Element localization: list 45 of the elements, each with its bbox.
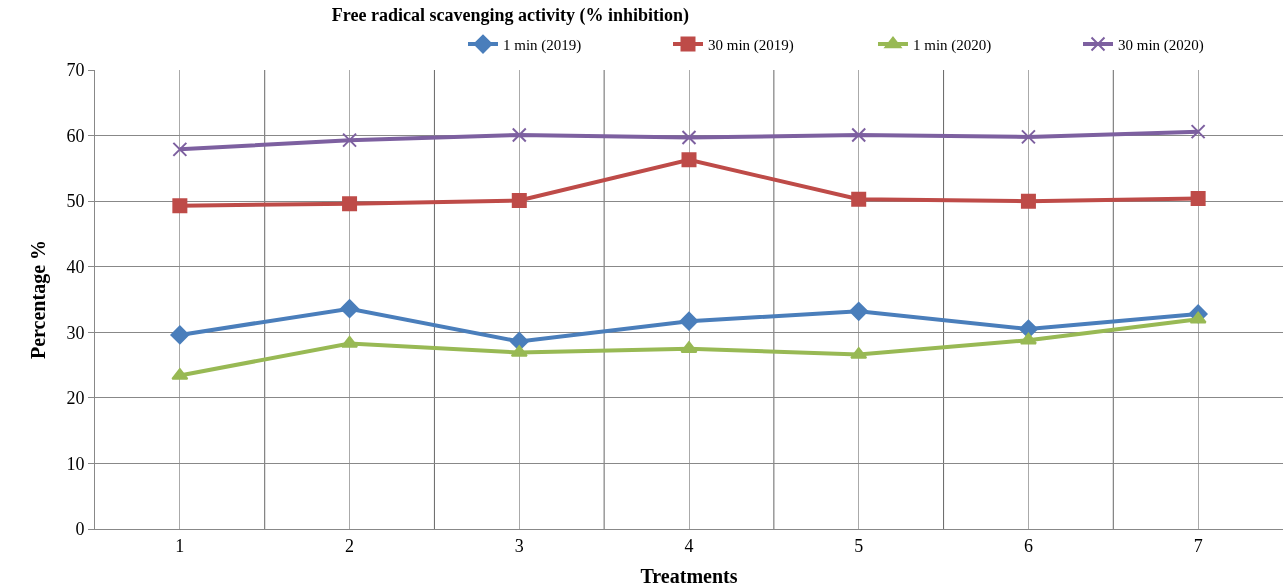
x-tick-label: 5 — [854, 535, 864, 556]
legend-label: 1 min (2020) — [913, 36, 992, 54]
point — [1018, 319, 1038, 339]
y-tick-label: 30 — [66, 322, 85, 343]
legend-label: 1 min (2019) — [503, 36, 582, 54]
y-tick-label: 20 — [66, 388, 85, 409]
x-tick-label: 3 — [514, 535, 524, 556]
x-tick-label: 7 — [1193, 535, 1203, 556]
point — [172, 141, 188, 157]
point — [511, 192, 527, 208]
y-tick-label: 60 — [66, 125, 85, 146]
point — [1020, 193, 1036, 209]
point — [511, 127, 527, 143]
x-tick-label: 6 — [1023, 535, 1033, 556]
point — [1020, 129, 1036, 145]
point — [1190, 191, 1206, 207]
y-tick-label: 0 — [75, 519, 85, 540]
y-axis-title: Percentage % — [27, 239, 50, 360]
x-tick-label: 2 — [345, 535, 355, 556]
x-tick-label: 1 — [175, 535, 185, 556]
point — [851, 127, 867, 143]
chart-title: Free radical scavenging activity (% inhibition) — [331, 5, 689, 27]
point — [342, 196, 358, 212]
point — [342, 132, 358, 148]
x-axis-title: Treatments — [640, 565, 738, 587]
y-tick-label: 40 — [66, 257, 85, 278]
point — [509, 332, 529, 351]
point — [1189, 311, 1207, 324]
point — [341, 335, 359, 348]
point — [681, 152, 697, 168]
y-tick-label: 50 — [66, 191, 85, 212]
y-tick-label: 10 — [66, 453, 85, 474]
legend-label: 30 min (2019) — [708, 36, 794, 54]
point — [1019, 332, 1037, 345]
point — [172, 198, 188, 214]
x-tick-label: 4 — [684, 535, 694, 556]
point — [679, 311, 699, 331]
point — [851, 191, 867, 207]
legend-label: 30 min (2020) — [1118, 36, 1204, 54]
point — [170, 325, 190, 345]
point — [849, 301, 869, 321]
point — [681, 130, 697, 146]
y-tick-label: 70 — [66, 60, 85, 81]
point — [340, 299, 360, 319]
point — [1190, 124, 1206, 140]
